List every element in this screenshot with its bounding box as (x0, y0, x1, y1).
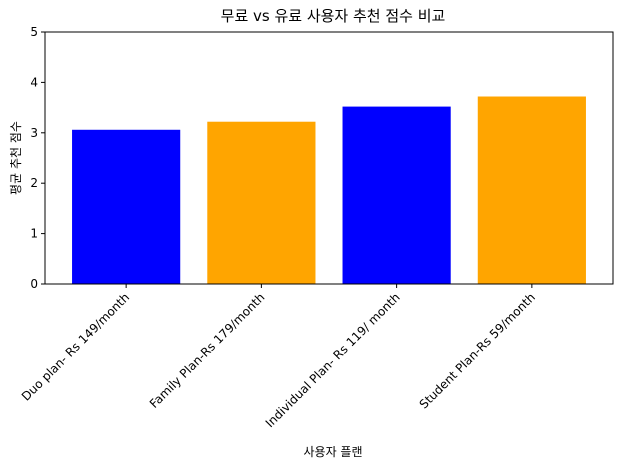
bar-2 (207, 121, 316, 284)
y-tick-label: 1 (30, 227, 38, 241)
y-tick-label: 0 (30, 277, 38, 291)
x-tick-label: Individual Plan- Rs 119/ month (263, 290, 403, 430)
x-axis-label: 사용자 플랜 (303, 445, 362, 459)
y-axis: 0 1 2 3 4 5 (30, 25, 45, 291)
x-tick-label: Family Plan-Rs 179/month (147, 290, 268, 411)
y-tick-label: 2 (30, 176, 38, 190)
y-axis-label: 평균 추천 점수 (8, 121, 23, 195)
y-tick-label: 3 (30, 126, 38, 140)
plot-frame (44, 31, 614, 285)
x-tick-label: Student Plan-Rs 59/month (417, 290, 538, 411)
chart-title: 무료 vs 유료 사용자 추천 점수 비교 (221, 7, 446, 25)
y-tick-label: 5 (30, 25, 38, 39)
bar-4 (477, 96, 586, 285)
bar-3 (342, 106, 451, 284)
bar-1 (72, 129, 181, 284)
y-tick-label: 4 (30, 75, 38, 89)
bars-group (72, 96, 586, 285)
x-axis: Duo plan- Rs 149/month Family Plan-Rs 179… (19, 284, 538, 430)
x-tick-label: Duo plan- Rs 149/month (19, 290, 132, 403)
